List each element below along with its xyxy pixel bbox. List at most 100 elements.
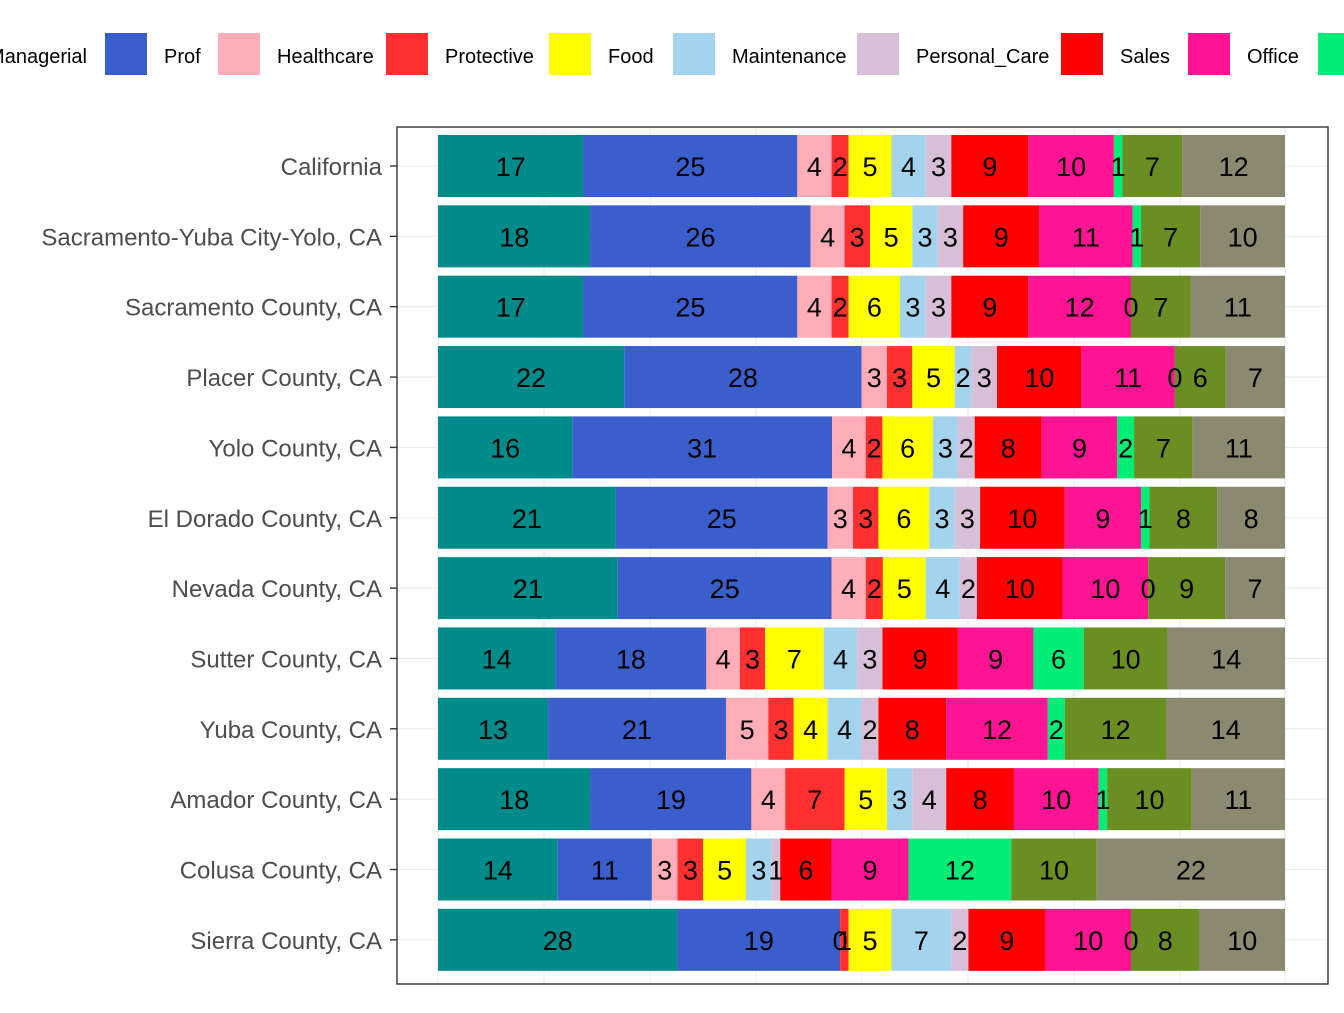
- bar-value-label: 3: [918, 222, 933, 252]
- bar-value-label: 17: [496, 293, 526, 323]
- bar-segment: [857, 627, 883, 690]
- bar-segment: [617, 557, 832, 620]
- bar-segment: [1064, 486, 1142, 549]
- bar-value-label: 10: [1090, 574, 1120, 604]
- bar-segment: [771, 838, 781, 901]
- bar-value-label: 11: [1114, 363, 1142, 393]
- bar-segment: [624, 346, 862, 409]
- legend: Managerial Prof Healthcare Protective Food Ma…: [0, 33, 1344, 75]
- bar-value-label: 4: [922, 785, 937, 815]
- bar-segment: [1011, 838, 1097, 901]
- bar-value-label: 8: [973, 785, 988, 815]
- bar-value-label: 3: [867, 363, 882, 393]
- bar-value-label: 31: [687, 433, 717, 463]
- bar-segment: [438, 768, 591, 831]
- bar-segment: [848, 275, 900, 338]
- bar-value-label: 6: [900, 433, 915, 463]
- bar-segment: [886, 768, 913, 831]
- bar-segment: [946, 697, 1048, 760]
- bar-value-label: 4: [841, 433, 856, 463]
- bar-value-label: 14: [483, 856, 513, 886]
- bar-value-label: 3: [938, 433, 953, 463]
- bar-segment: [1148, 557, 1226, 620]
- legend-key: [105, 33, 147, 75]
- bar-value-label: 7: [914, 926, 929, 956]
- bar-segment: [548, 697, 726, 760]
- bar-value-label: 9: [863, 856, 878, 886]
- bar-value-label: 17: [496, 152, 526, 182]
- bar-segment: [1141, 486, 1150, 549]
- bar-value-label: 3: [934, 504, 949, 534]
- bar-value-label: 18: [499, 222, 529, 252]
- bar-value-label: 3: [745, 644, 760, 674]
- bar-value-label: 2: [1049, 715, 1064, 745]
- bar-segment: [785, 768, 845, 831]
- bar-value-label: 22: [1176, 856, 1206, 886]
- legend-label: Protective: [445, 46, 534, 68]
- bar-segment: [878, 697, 947, 760]
- bar-value-label: 10: [1228, 222, 1258, 252]
- bar-segment: [1174, 346, 1226, 409]
- bar-segment: [438, 205, 591, 268]
- bar-value-label: 10: [1041, 785, 1071, 815]
- bar-value-label: 4: [807, 293, 822, 323]
- bar-segment: [831, 838, 909, 901]
- bar-segment: [1132, 205, 1142, 268]
- y-tick-label: Nevada County, CA: [172, 576, 382, 603]
- bar-value-label: 4: [807, 152, 822, 182]
- bar-value-label: 2: [1118, 433, 1133, 463]
- bar-value-label: 12: [1219, 152, 1249, 182]
- bars: [438, 135, 1285, 971]
- bar-value-label: 5: [926, 363, 941, 393]
- bar-segment: [1199, 908, 1285, 971]
- y-tick-label: Placer County, CA: [186, 365, 382, 392]
- bar-segment: [886, 346, 913, 409]
- bar-value-label: 11: [1224, 785, 1252, 815]
- bar-segment: [1225, 346, 1285, 409]
- bar-segment: [768, 697, 794, 760]
- bar-segment: [1200, 205, 1285, 268]
- bar-value-label: 4: [716, 644, 731, 674]
- bar-segment: [1033, 627, 1084, 690]
- bar-segment: [1098, 768, 1108, 831]
- bar-value-label: 9: [1179, 574, 1194, 604]
- bar-value-label: 1: [1111, 152, 1126, 182]
- bar-value-label: 14: [1211, 715, 1241, 745]
- bar-value-label: 9: [999, 926, 1014, 956]
- bar-value-label: 12: [1101, 715, 1131, 745]
- bar-segment: [706, 627, 740, 690]
- bar-value-label: 3: [862, 644, 877, 674]
- bar-value-label: 3: [751, 856, 766, 886]
- legend-label: Food: [608, 46, 654, 68]
- bar-segment: [823, 627, 858, 690]
- bar-segment: [968, 908, 1046, 971]
- legend-label: Office: [1247, 46, 1299, 68]
- bar-segment: [963, 205, 1040, 268]
- bar-segment: [1167, 627, 1285, 690]
- y-tick-label: Amador County, CA: [170, 787, 382, 814]
- bar-value-label: 7: [787, 644, 802, 674]
- bar-value-label: 25: [710, 574, 740, 604]
- bar-value-label: 2: [961, 574, 976, 604]
- bar-value-label: 14: [1211, 644, 1241, 674]
- bar-value-label: 0: [1141, 574, 1156, 604]
- bar-segment: [957, 627, 1034, 690]
- bar-segment: [583, 275, 798, 338]
- bar-segment: [1062, 557, 1149, 620]
- bar-segment: [831, 135, 849, 197]
- bar-value-label: 1: [837, 926, 852, 956]
- bar-segment: [1117, 416, 1135, 479]
- bar-segment: [1107, 768, 1192, 831]
- bar-segment: [848, 135, 892, 197]
- legend-key: [857, 33, 899, 75]
- bar-value-label: 25: [707, 504, 737, 534]
- bar-value-label: 5: [740, 715, 755, 745]
- bar-segment: [1190, 275, 1285, 338]
- bar-segment: [980, 486, 1065, 549]
- y-tick-label: Sacramento County, CA: [125, 295, 382, 322]
- bar-value-label: 9: [1072, 433, 1087, 463]
- bar-value-label: 2: [833, 152, 848, 182]
- bar-segment: [793, 697, 828, 760]
- bar-value-label: 3: [943, 222, 958, 252]
- bar-segment: [1113, 135, 1123, 197]
